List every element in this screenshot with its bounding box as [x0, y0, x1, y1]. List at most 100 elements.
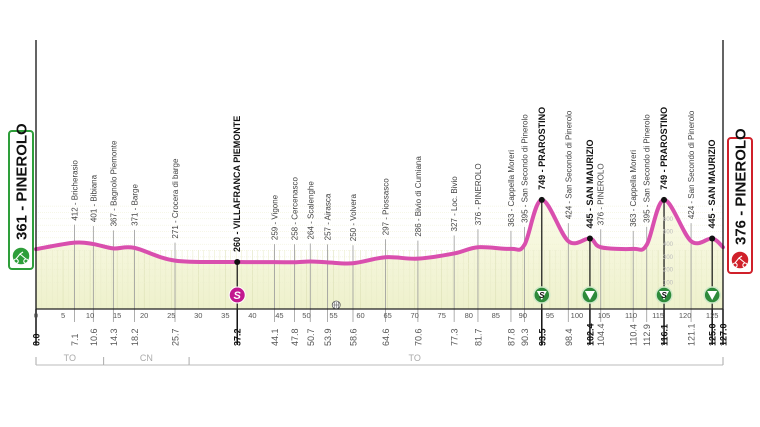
waypoint-label: 250 - Volvera: [349, 194, 358, 242]
waypoint-label: 259 - Vigone: [271, 194, 280, 240]
cyclist-icon: [730, 250, 750, 270]
waypoint-km-label: 104.4: [596, 323, 606, 346]
waypoint-label: 363 - Cappella Moreri: [507, 150, 516, 227]
waypoint-dot: [709, 235, 716, 242]
waypoint-km-label: 0.0: [32, 333, 42, 346]
waypoint-label: 286 - Bivio di Cumiana: [414, 156, 423, 237]
feed-zone-lines: [333, 302, 340, 308]
kom-icon: S: [655, 286, 673, 304]
profile-area: [36, 199, 723, 309]
x-tick-label: 70: [410, 311, 418, 320]
x-tick-label: 0: [34, 311, 38, 320]
elevation-tick-label: 600: [663, 217, 674, 223]
feed-zone-icon: [331, 300, 341, 310]
waypoint-km-label: 81.7: [473, 328, 483, 346]
waypoint-km-label: 44.1: [270, 328, 280, 346]
kom-triangle: [536, 291, 547, 300]
waypoint-label: 371 - Barge: [130, 184, 139, 226]
waypoint-km-label: 64.6: [381, 328, 391, 346]
waypoint-km-label: 53.9: [323, 328, 333, 346]
descent-triangle-icon: [581, 286, 599, 304]
waypoint-label: 445 - SAN MAURIZIO: [585, 139, 595, 228]
waypoint-dot: [234, 258, 241, 265]
x-tick-label: 80: [465, 311, 473, 320]
sprint-icon: S: [228, 286, 246, 304]
waypoint-label: 327 - Loc. Bivio: [450, 176, 459, 232]
x-tick-label: 105: [598, 311, 611, 320]
kom-icon: S: [533, 286, 551, 304]
finish-box-frame: [727, 137, 753, 274]
x-tick-label: 125: [706, 311, 719, 320]
elevation-tick-label: 300: [663, 255, 674, 261]
x-tick-label: 40: [248, 311, 256, 320]
waypoint-label: 363 - Cappella Moreri: [629, 150, 638, 227]
waypoint-label: 376 - PINEROLO: [597, 163, 606, 225]
sprint-symbol: S: [234, 290, 242, 302]
x-tick-label: 85: [492, 311, 500, 320]
province-label: CN: [140, 353, 153, 363]
waypoint-label: 424 - San Secondo di Pinerolo: [564, 110, 573, 219]
elevation-tick-label: 200: [663, 268, 674, 274]
waypoint-km-label: 25.7: [171, 328, 181, 346]
waypoint-km-label: 70.6: [413, 328, 423, 346]
waypoint-km-label: 18.2: [130, 328, 140, 346]
descent-triangle-icon: [703, 286, 721, 304]
waypoint-km-label: 10.6: [89, 328, 99, 346]
elevation-tick-label: 100: [663, 280, 674, 286]
waypoint-km-label: 14.3: [109, 328, 119, 346]
triangle-shape: [584, 291, 595, 300]
waypoint-km-label: 125.0: [708, 323, 718, 346]
waypoint-km-label: 50.7: [306, 328, 316, 346]
waypoint-km-label: 7.1: [70, 333, 80, 346]
sprint-circle: [228, 286, 246, 304]
x-tick-label: 75: [438, 311, 446, 320]
x-tick-label: 15: [113, 311, 121, 320]
kom-symbol: S: [539, 291, 545, 300]
waypoint-km-label: 77.3: [450, 328, 460, 346]
x-tick-label: 35: [221, 311, 229, 320]
waypoint-km-label: 116.1: [660, 324, 670, 346]
waypoint-label: 271 - Crocera di barge: [171, 158, 180, 239]
waypoint-km-label: 102.4: [585, 323, 595, 346]
waypoint-label: 445 - SAN MAURIZIO: [707, 139, 717, 228]
waypoint-km-label: 47.8: [290, 328, 300, 346]
finish-box-label: 376 - PINEROLO: [733, 128, 750, 245]
x-tick-label: 45: [275, 311, 283, 320]
profile-line: [34, 197, 725, 266]
x-tick-label: 90: [519, 311, 527, 320]
x-tick-label: 30: [194, 311, 202, 320]
waypoint-km-label: 112.9: [642, 324, 652, 346]
waypoint-km-label: 98.4: [564, 328, 574, 346]
kom-symbol: S: [661, 291, 667, 300]
waypoint-km-label: 37.2: [233, 328, 243, 346]
waypoint-label: 376 - PINEROLO: [474, 163, 483, 225]
waypoint-label: 412 - Bricherasio: [70, 160, 79, 221]
start-box-label: 361 - PINEROLO: [14, 123, 31, 240]
x-tick-label: 50: [302, 311, 310, 320]
x-tick-label: 10: [86, 311, 94, 320]
elevation-tick-label: 400: [663, 242, 674, 248]
waypoint-label: 257 - Airasca: [324, 193, 333, 240]
waypoint-km-label: 93.5: [537, 328, 547, 346]
x-tick-label: 115: [652, 311, 664, 320]
waypoint-label: 749 - PRAROSTINO: [659, 107, 669, 190]
x-tick-label: 95: [546, 311, 554, 320]
x-tick-label: 60: [356, 311, 364, 320]
waypoint-label: 260 - VILLAFRANCA PIEMONTE: [232, 116, 242, 252]
waypoint-label: 395 - San Secondo di Pinerolo: [520, 114, 529, 223]
waypoint-label: 424 - San Secondo di Pinerolo: [687, 110, 696, 219]
waypoint-label: 297 - Piossasco: [381, 178, 390, 235]
x-tick-label: 100: [571, 311, 584, 320]
waypoint-dot: [586, 235, 593, 242]
x-tick-label: 110: [625, 311, 637, 320]
waypoint-km-label: 127.0: [719, 323, 729, 346]
waypoint-label: 395 - San Secondo di Pinerolo: [643, 114, 652, 223]
province-label: TO: [64, 353, 76, 363]
cyclist-glyph: [732, 255, 748, 268]
x-tick-label: 120: [679, 311, 692, 320]
waypoint-label: 401 - Bibiana: [89, 174, 98, 222]
waypoint-label: 749 - PRAROSTINO: [537, 107, 547, 190]
waypoint-dot: [661, 196, 668, 203]
x-tick-label: 5: [61, 311, 65, 320]
